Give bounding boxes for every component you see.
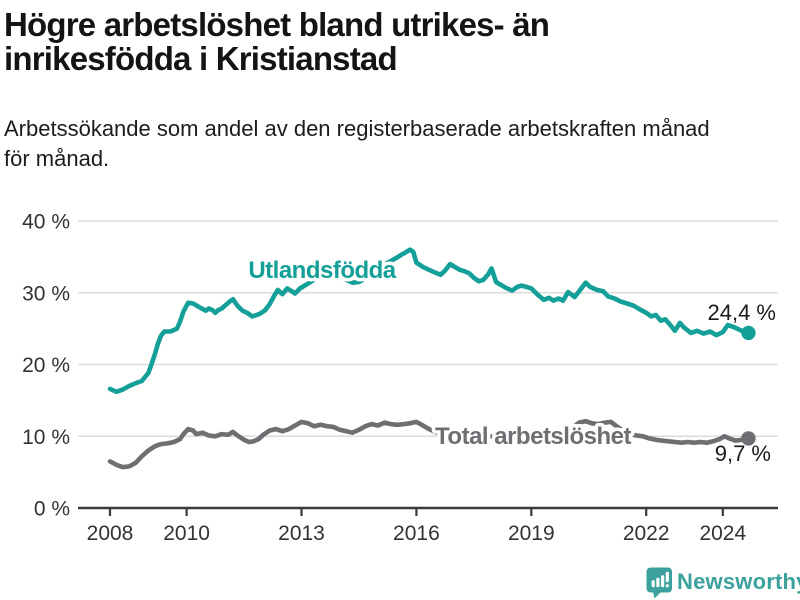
end-dot-utlandsfodda	[741, 325, 756, 341]
series-line-utlandsfodda	[107, 247, 751, 395]
brand-name: Newsworthy	[677, 569, 800, 594]
y-axis-label-40: 40 %	[22, 211, 70, 234]
y-axis-label-30: 30 %	[22, 282, 70, 305]
bar-1	[651, 580, 655, 588]
x-axis-label-2008: 2008	[87, 522, 134, 545]
bar-3	[661, 575, 665, 588]
y-axis-label-0: 0 %	[34, 498, 70, 521]
series-label-utlandsfodda: Utlandsfödda	[248, 257, 396, 284]
exclamation-stem	[665, 571, 669, 583]
x-axis-label-2016: 2016	[393, 522, 440, 545]
exclamation-dot	[665, 584, 669, 588]
page-subtitle: Arbetssökande som andel av den registerb…	[4, 116, 710, 171]
end-value-label-total: 9,7 %	[715, 441, 771, 466]
x-axis-label-2019: 2019	[508, 522, 555, 545]
x-axis-label-2024: 2024	[699, 522, 746, 545]
x-axis-label-2010: 2010	[163, 522, 210, 545]
page-title: Högre arbetslöshet bland utrikes- än inr…	[4, 6, 550, 77]
x-axis-label-2013: 2013	[278, 522, 325, 545]
newsworthy-brand: Newsworthy	[646, 566, 800, 599]
series-line-total	[107, 418, 751, 470]
end-value-label-utlandsfodda: 24,4 %	[708, 300, 777, 325]
y-axis-label-20: 20 %	[22, 354, 70, 377]
y-axis-label-10: 10 %	[22, 426, 70, 449]
end-dot-total	[741, 431, 756, 446]
series-label-total: Total arbetslöshet	[435, 423, 631, 450]
newsworthy-logo-icon	[646, 567, 672, 599]
x-axis-label-2022: 2022	[623, 522, 670, 545]
bar-2	[656, 577, 660, 588]
